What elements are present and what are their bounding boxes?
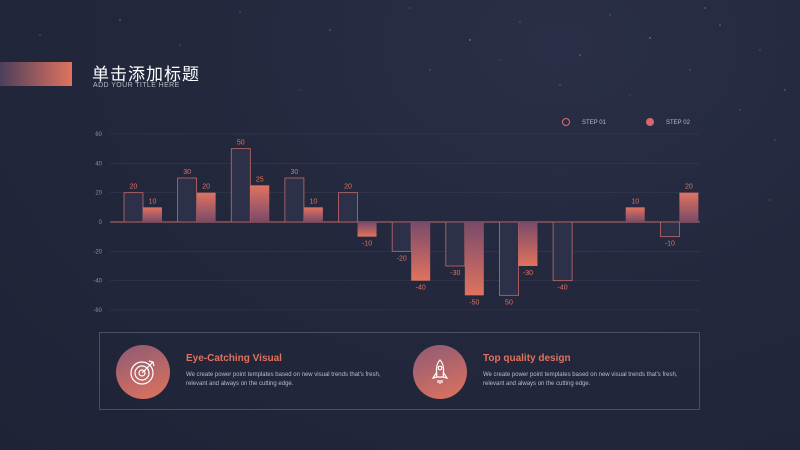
bar-step02 [679, 192, 699, 222]
bar-step01 [445, 221, 466, 267]
bar-step01 [552, 221, 573, 282]
slide-subtitle[interactable]: ADD YOUR TITLE HERE [93, 82, 180, 89]
y-tick-label: 40 [95, 161, 102, 167]
data-label: 50 [505, 299, 513, 306]
feature-title[interactable]: Top quality design [483, 353, 571, 364]
features-box: Eye-Catching Visual We create power poin… [99, 332, 700, 410]
feature-description[interactable]: We create power point templates based on… [186, 372, 381, 387]
bar-step01 [338, 192, 358, 223]
data-label: 20 [202, 184, 210, 191]
data-label: -40 [558, 285, 568, 292]
y-tick-label: 0 [99, 220, 103, 226]
bar-step01 [499, 221, 519, 296]
title-accent-bar [0, 62, 72, 86]
bar-step01 [659, 221, 680, 238]
slide-title[interactable]: 单击添加标题 [92, 65, 200, 85]
y-tick-label: -20 [93, 249, 102, 255]
legend-marker [646, 118, 654, 126]
data-label: 10 [310, 198, 318, 205]
bar-step01 [230, 148, 251, 223]
data-label: 20 [344, 184, 352, 191]
y-tick-label: 60 [95, 132, 102, 138]
feature-top-quality: Top quality design We create power point… [413, 345, 693, 401]
bar-step02 [411, 222, 431, 281]
data-label: -10 [665, 241, 675, 248]
bar-step02 [518, 222, 538, 266]
data-label: 10 [631, 198, 639, 205]
bar-chart: 60 40 20 0 -20 -40 -60 20 10 30 20 50 25 30 10 20 -10 -2… [93, 118, 700, 314]
icon-badge [116, 345, 170, 399]
feature-description[interactable]: We create power point templates based on… [483, 372, 678, 387]
bar-step01 [123, 192, 144, 223]
bar-step02 [143, 207, 162, 222]
bar-step02 [196, 192, 216, 222]
feature-eye-catching: Eye-Catching Visual We create power poin… [116, 345, 396, 401]
bar-step01 [284, 177, 305, 223]
rocket-icon [431, 359, 449, 384]
bar-step01 [177, 177, 198, 223]
data-label: 25 [256, 176, 264, 183]
legend-marker [562, 118, 570, 126]
data-label: -10 [362, 241, 372, 248]
data-label: 50 [237, 140, 245, 147]
data-label: -50 [469, 299, 479, 306]
data-label: -30 [450, 270, 460, 277]
legend-label: STEP 02 [666, 120, 691, 126]
data-label: 10 [149, 198, 157, 205]
data-label: -30 [523, 270, 533, 277]
data-label: 30 [291, 169, 299, 176]
bar-step02 [303, 207, 323, 222]
data-label: -20 [397, 255, 407, 262]
bar-step02 [250, 185, 270, 222]
y-tick-label: -40 [93, 279, 102, 285]
y-tick-label: 20 [95, 191, 102, 197]
bar-step02 [357, 222, 377, 237]
data-label: 20 [685, 184, 693, 191]
legend-label: STEP 01 [582, 120, 607, 126]
bar-step02 [464, 222, 484, 296]
bar-step01 [391, 221, 412, 252]
icon-badge [413, 345, 467, 399]
target-icon [130, 360, 155, 385]
data-label: 20 [130, 184, 138, 191]
y-tick-label: -60 [93, 308, 102, 314]
data-label: 30 [183, 169, 191, 176]
bar-step02 [625, 207, 645, 222]
feature-title[interactable]: Eye-Catching Visual [186, 353, 282, 364]
data-label: -40 [416, 285, 426, 292]
